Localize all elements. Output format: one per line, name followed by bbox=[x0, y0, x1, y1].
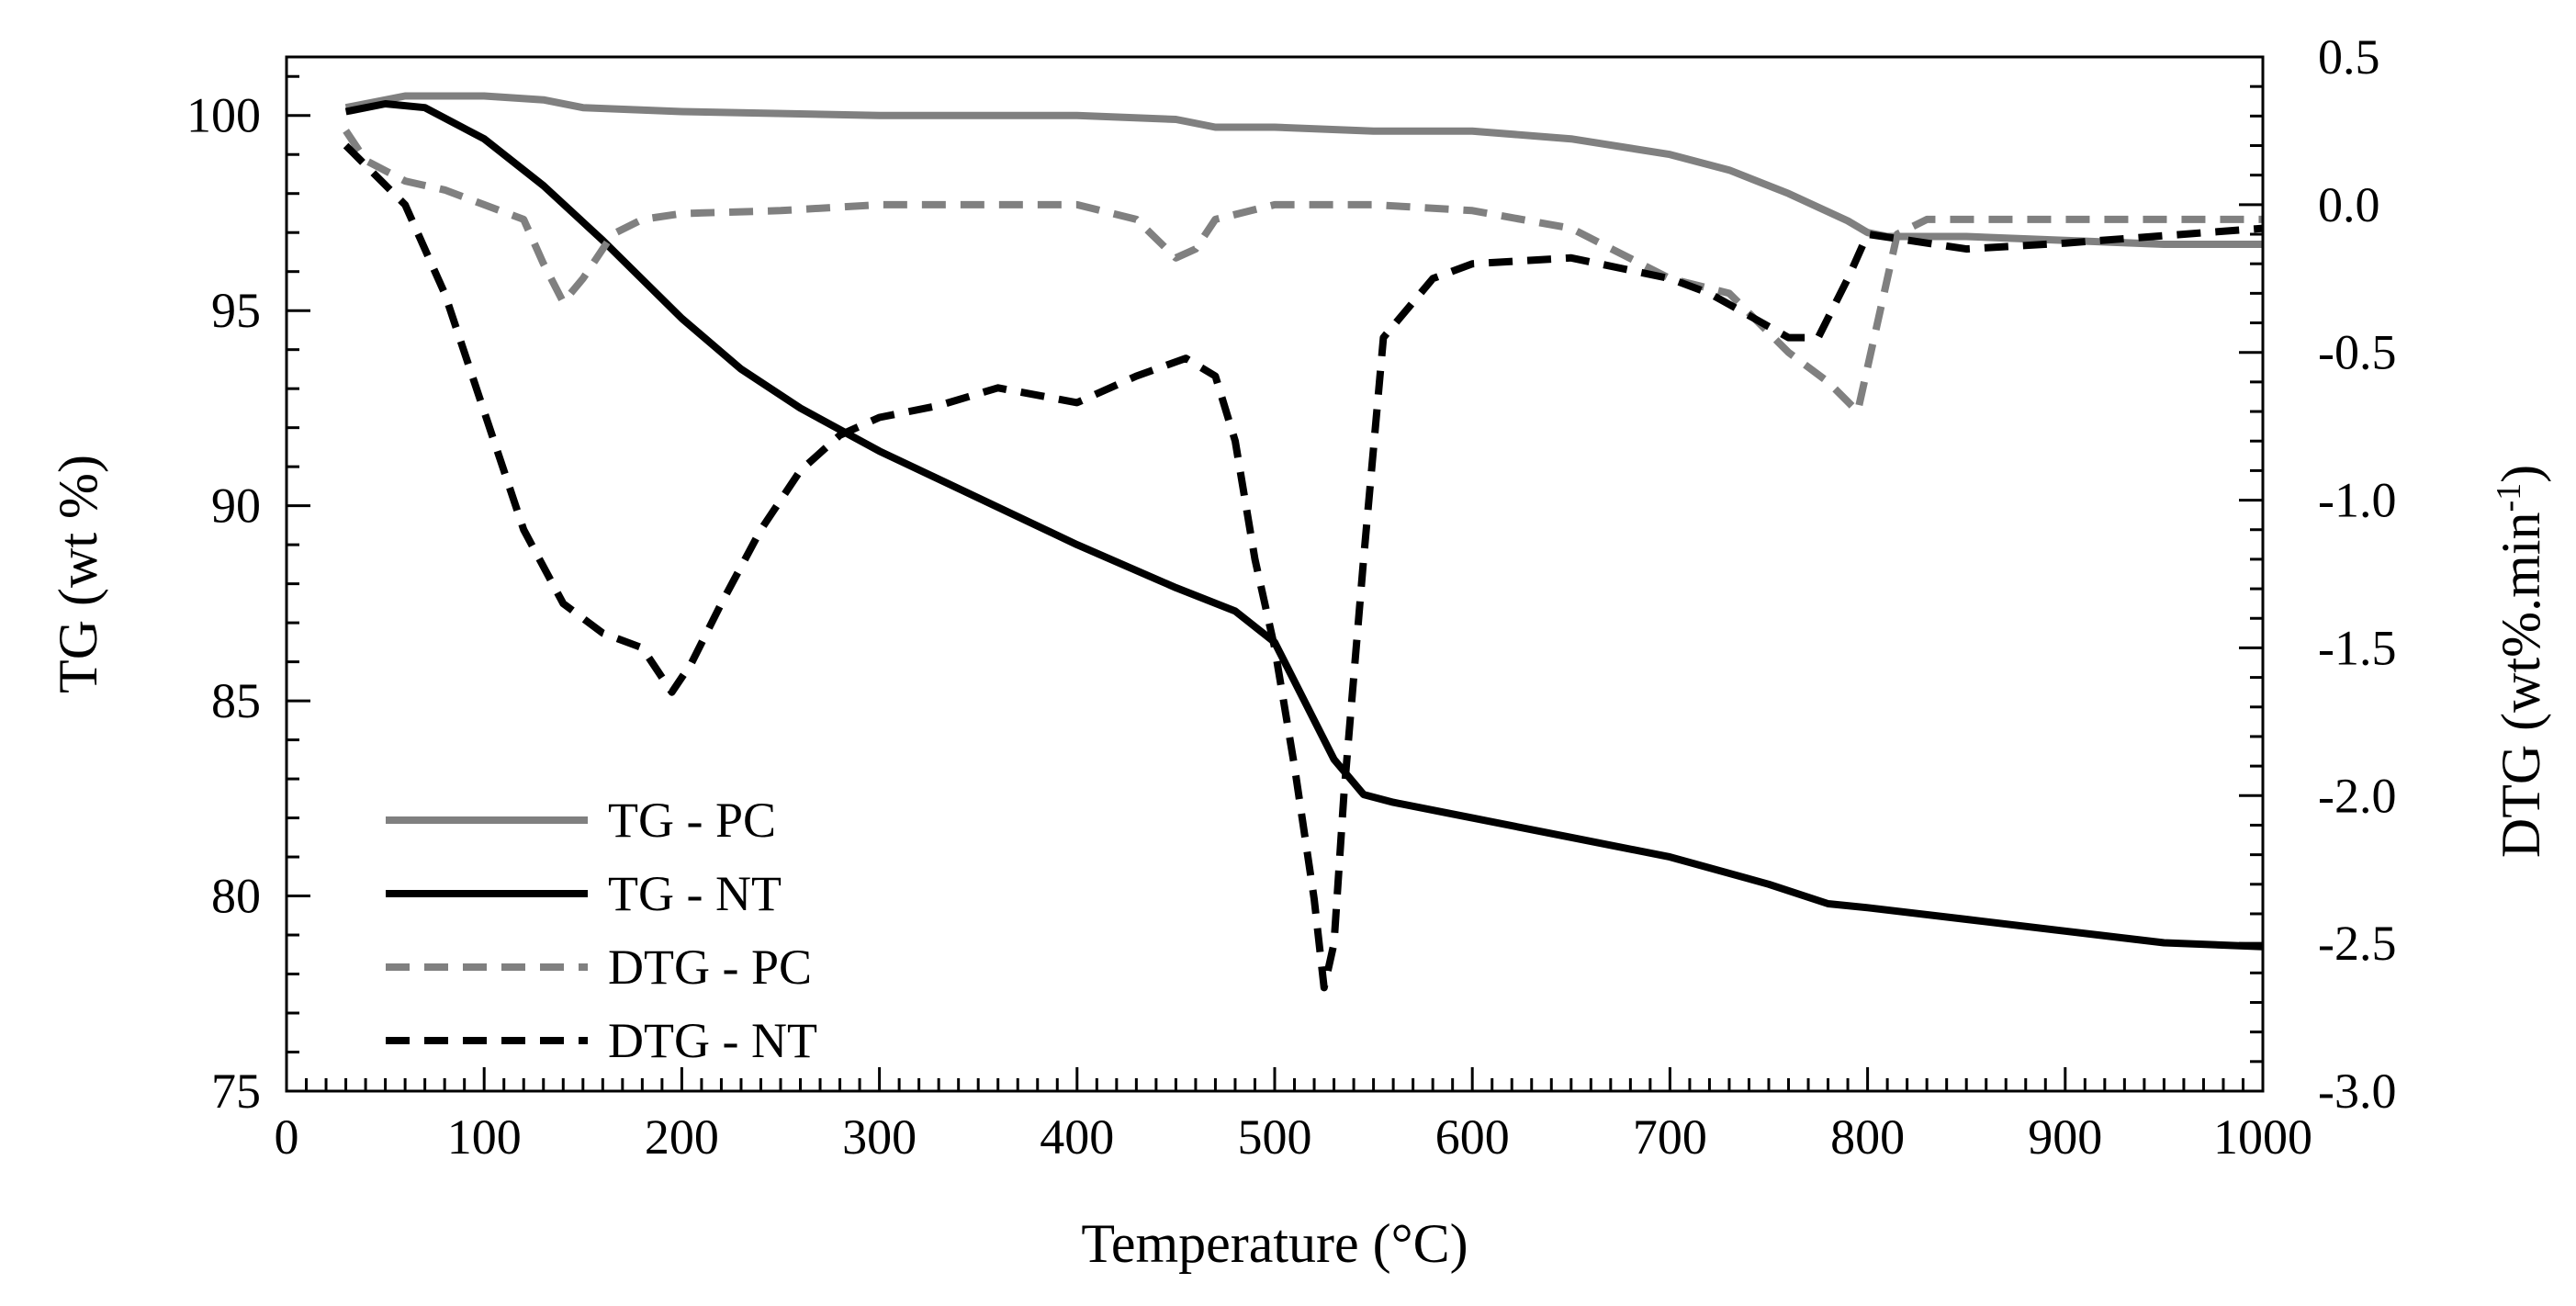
y-axis-title: TG (wt %) bbox=[48, 455, 108, 693]
y2-tick-label: -3.0 bbox=[2318, 1064, 2396, 1119]
x-axis-title: Temperature (°C) bbox=[1081, 1213, 1468, 1274]
y2-tick-label: -1.0 bbox=[2318, 473, 2396, 528]
y-tick-label: 90 bbox=[211, 478, 261, 534]
y2-axis-title-main: DTG (wt%.min bbox=[2491, 512, 2551, 859]
x-tick-label: 500 bbox=[1238, 1109, 1312, 1165]
x-tick-label: 100 bbox=[447, 1109, 522, 1165]
y2-tick-label: -2.0 bbox=[2318, 768, 2396, 823]
y-tick-label: 80 bbox=[211, 869, 261, 924]
x-tick-label: 1000 bbox=[2213, 1109, 2312, 1165]
y2-tick-label: 0.5 bbox=[2318, 29, 2380, 84]
legend-label: DTG - NT bbox=[608, 1013, 817, 1068]
y-tick-label: 100 bbox=[186, 88, 261, 143]
y2-tick-label: -0.5 bbox=[2318, 325, 2396, 380]
y2-axis-title-end: ) bbox=[2491, 465, 2551, 483]
x-tick-label: 800 bbox=[1830, 1109, 1905, 1165]
series-line-dtg-nt bbox=[343, 142, 2264, 992]
plot-frame bbox=[285, 55, 2265, 1093]
y2-tick-label: -1.5 bbox=[2318, 620, 2396, 675]
legend: TG - PC TG - NT DTG - PC DTG - NT bbox=[386, 793, 817, 1068]
legend-label: TG - NT bbox=[608, 866, 782, 921]
series-line-dtg-pc bbox=[343, 129, 2263, 416]
y2-axis-title: DTG (wt%.min-1) bbox=[2490, 465, 2551, 858]
x-tick-label: 300 bbox=[842, 1109, 917, 1165]
legend-label: TG - PC bbox=[608, 793, 776, 848]
y2-tick-label: -2.5 bbox=[2318, 916, 2396, 971]
legend-label: DTG - PC bbox=[608, 940, 812, 995]
x-tick-label: 900 bbox=[2028, 1109, 2102, 1165]
y2-axis-title-superscript: -1 bbox=[2490, 483, 2528, 512]
ticks-layer bbox=[285, 55, 2265, 1093]
y-tick-label: 95 bbox=[211, 283, 261, 338]
x-tick-label: 600 bbox=[1435, 1109, 1510, 1165]
series-layer bbox=[343, 92, 2264, 992]
y-tick-label: 85 bbox=[211, 673, 261, 728]
x-tick-label: 700 bbox=[1633, 1109, 1707, 1165]
labels-layer: 0 100 200 300 400 500 600 700 800 900 1000 75 80 85 90… bbox=[186, 29, 2396, 1165]
y2-tick-label: 0.0 bbox=[2318, 177, 2380, 232]
x-tick-label: 400 bbox=[1040, 1109, 1114, 1165]
y-tick-label: 75 bbox=[211, 1064, 261, 1119]
x-tick-label: 200 bbox=[645, 1109, 719, 1165]
x-tick-label: 0 bbox=[275, 1109, 299, 1165]
